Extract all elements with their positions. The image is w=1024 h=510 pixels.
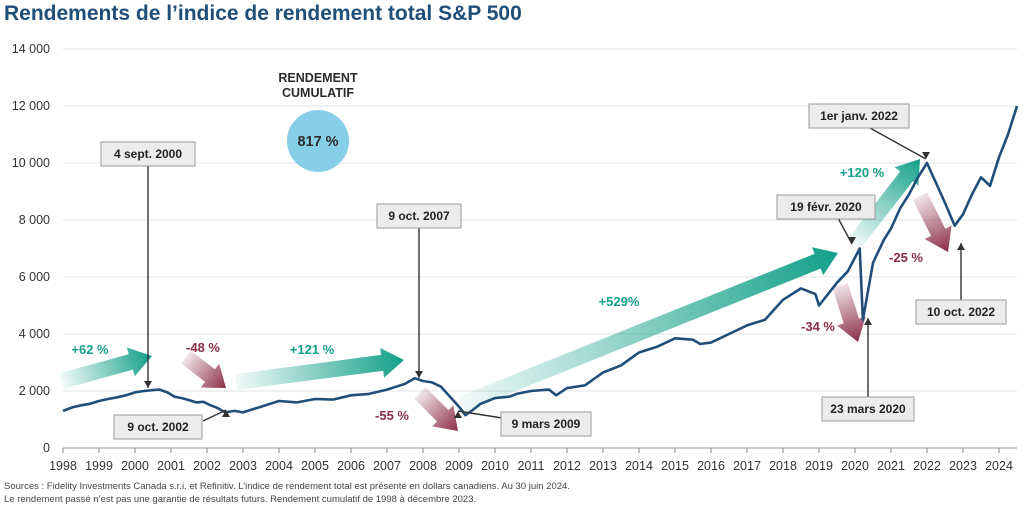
date-callout-label: 9 oct. 2002 — [127, 420, 189, 434]
callout-arrowhead — [454, 411, 462, 418]
period-return-label: -25 % — [889, 250, 923, 265]
x-tick-label: 2001 — [157, 459, 185, 473]
sources-line-1: Sources : Fidelity Investments Canada s.… — [4, 481, 570, 492]
callout-arrowhead — [222, 410, 230, 417]
callout-arrowhead — [922, 152, 930, 159]
date-callout-box — [113, 414, 203, 440]
x-tick-label: 2008 — [409, 459, 437, 473]
y-tick-label: 12 000 — [12, 99, 50, 113]
callout-leader-line — [202, 409, 227, 422]
x-tick-label: 2004 — [265, 459, 293, 473]
period-return-label: +529% — [599, 294, 640, 309]
date-callout-box — [376, 203, 462, 229]
x-tick-label: 2024 — [985, 459, 1013, 473]
x-tick-label: 2016 — [697, 459, 725, 473]
x-tick-label: 2011 — [518, 459, 545, 473]
loss-arrow — [414, 387, 458, 431]
period-return-label: -55 % — [375, 408, 409, 423]
x-tick-label: 2007 — [373, 459, 401, 473]
date-callout-box — [808, 103, 910, 129]
sources-line-2: Le rendement passé n’est pas une garanti… — [4, 494, 477, 505]
loss-arrow — [832, 282, 866, 342]
cumulative-label-line2: CUMULATIF — [282, 86, 354, 100]
callout-arrowhead — [144, 381, 152, 388]
x-tick-label: 2013 — [589, 459, 617, 473]
y-tick-label: 0 — [43, 441, 50, 455]
x-tick-label: 2018 — [769, 459, 797, 473]
x-tick-label: 2002 — [193, 459, 221, 473]
date-callout-box — [776, 194, 876, 220]
y-tick-label: 14 000 — [12, 42, 50, 56]
date-callout-box — [821, 396, 915, 422]
x-tick-label: 2010 — [481, 459, 509, 473]
sources-note: Sources : Fidelity Investments Canada s.… — [4, 480, 570, 506]
callout-arrowhead — [957, 243, 965, 250]
y-tick-label: 10 000 — [12, 156, 50, 170]
date-callout-box — [500, 411, 592, 437]
cumulative-label-line1: RENDEMENT — [278, 71, 358, 85]
chart-title: Rendements de l’indice de rendement tota… — [4, 2, 522, 25]
loss-arrow — [181, 350, 226, 388]
x-tick-label: 2017 — [733, 459, 761, 473]
date-callout-label: 23 mars 2020 — [830, 402, 906, 416]
loss-arrow — [912, 192, 952, 252]
y-tick-label: 4 000 — [19, 327, 50, 341]
date-callout-label: 9 oct. 2007 — [388, 209, 450, 223]
callout-leader-line — [457, 410, 503, 419]
date-callout-label: 10 oct. 2022 — [927, 305, 995, 319]
x-tick-label: 2009 — [445, 459, 473, 473]
gain-arrow — [847, 159, 920, 249]
x-tick-label: 2006 — [337, 459, 365, 473]
callout-leader-line — [869, 127, 927, 160]
x-tick-label: 2020 — [841, 459, 869, 473]
date-callout-box — [915, 299, 1007, 325]
period-return-label: -48 % — [186, 340, 220, 355]
period-return-label: +120 % — [840, 165, 885, 180]
date-callout-box — [100, 141, 196, 167]
x-tick-label: 2000 — [121, 459, 149, 473]
x-tick-label: 2012 — [553, 459, 581, 473]
y-tick-label: 6 000 — [19, 270, 50, 284]
x-tick-label: 2014 — [625, 459, 653, 473]
date-callout-label: 19 févr. 2020 — [790, 200, 862, 214]
series-line — [62, 105, 1019, 417]
x-tick-label: 2022 — [913, 459, 941, 473]
x-tick-label: 2021 — [877, 459, 905, 473]
x-tick-label: 2003 — [229, 459, 257, 473]
y-tick-label: 2 000 — [19, 384, 50, 398]
y-tick-label: 8 000 — [19, 213, 50, 227]
callout-arrowhead — [415, 371, 423, 378]
date-callout-label: 1er janv. 2022 — [820, 109, 898, 123]
x-tick-label: 2015 — [661, 459, 689, 473]
gain-arrow — [459, 247, 838, 412]
x-tick-label: 1999 — [85, 459, 113, 473]
gain-arrow — [59, 347, 152, 389]
callout-arrowhead — [848, 237, 856, 244]
x-tick-label: 1998 — [49, 459, 77, 473]
cumulative-bubble — [287, 110, 349, 172]
period-return-label: -34 % — [801, 319, 835, 334]
cumulative-value: 817 % — [297, 134, 338, 150]
date-callout-label: 4 sept. 2000 — [114, 147, 182, 161]
callout-arrowhead — [864, 318, 872, 325]
x-tick-label: 2023 — [949, 459, 977, 473]
period-return-label: +62 % — [71, 342, 109, 357]
date-callout-label: 9 mars 2009 — [512, 417, 581, 431]
x-tick-label: 2005 — [301, 459, 329, 473]
period-return-label: +121 % — [290, 342, 335, 357]
x-tick-label: 2019 — [805, 459, 833, 473]
gain-arrow — [235, 348, 404, 390]
